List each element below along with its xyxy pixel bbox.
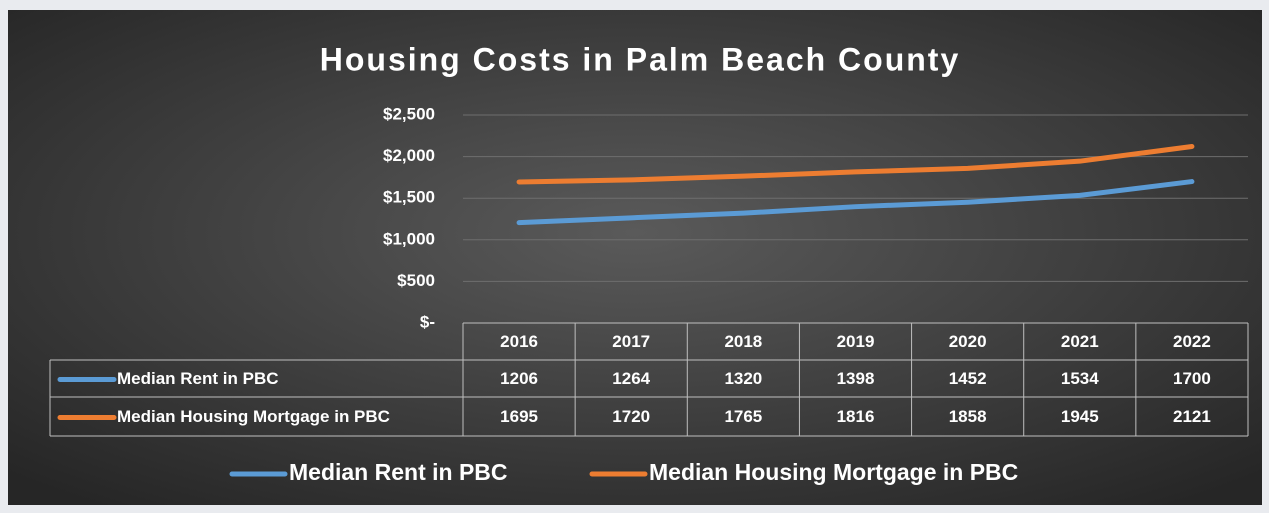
series-line xyxy=(516,144,1195,185)
table-cell: 1452 xyxy=(949,369,987,388)
table-cell: 1264 xyxy=(612,369,650,388)
x-tick-label: 2018 xyxy=(724,332,762,351)
x-tick-label: 2019 xyxy=(837,332,875,351)
table-cell: 1320 xyxy=(724,369,762,388)
series-line xyxy=(516,179,1195,226)
y-tick-label: $500 xyxy=(397,271,435,290)
legend-label: Median Rent in PBC xyxy=(289,459,508,485)
table-cell: 1398 xyxy=(837,369,875,388)
table-row-label: Median Rent in PBC xyxy=(117,369,279,388)
x-tick-label: 2022 xyxy=(1173,332,1211,351)
table-row-label: Median Housing Mortgage in PBC xyxy=(117,407,390,426)
table-cell: 1816 xyxy=(837,407,875,426)
x-tick-label: 2020 xyxy=(949,332,987,351)
table-cell: 2121 xyxy=(1173,407,1211,426)
table-cell: 1858 xyxy=(949,407,987,426)
table-cell: 1765 xyxy=(724,407,762,426)
y-tick-label: $2,500 xyxy=(383,104,435,123)
table-cell: 1206 xyxy=(500,369,538,388)
x-tick-label: 2017 xyxy=(612,332,650,351)
y-tick-label: $- xyxy=(420,312,435,331)
table-cell: 1695 xyxy=(500,407,538,426)
table-cell: 1534 xyxy=(1061,369,1099,388)
y-tick-label: $1,000 xyxy=(383,229,435,248)
table-cell: 1945 xyxy=(1061,407,1099,426)
x-tick-label: 2021 xyxy=(1061,332,1099,351)
table-cell: 1720 xyxy=(612,407,650,426)
table-cell: 1700 xyxy=(1173,369,1211,388)
y-tick-label: $2,000 xyxy=(383,146,435,165)
chart-background xyxy=(8,10,1262,505)
legend-label: Median Housing Mortgage in PBC xyxy=(649,459,1018,485)
chart-title: Housing Costs in Palm Beach County xyxy=(320,41,961,77)
y-tick-label: $1,500 xyxy=(383,188,435,207)
x-tick-label: 2016 xyxy=(500,332,538,351)
